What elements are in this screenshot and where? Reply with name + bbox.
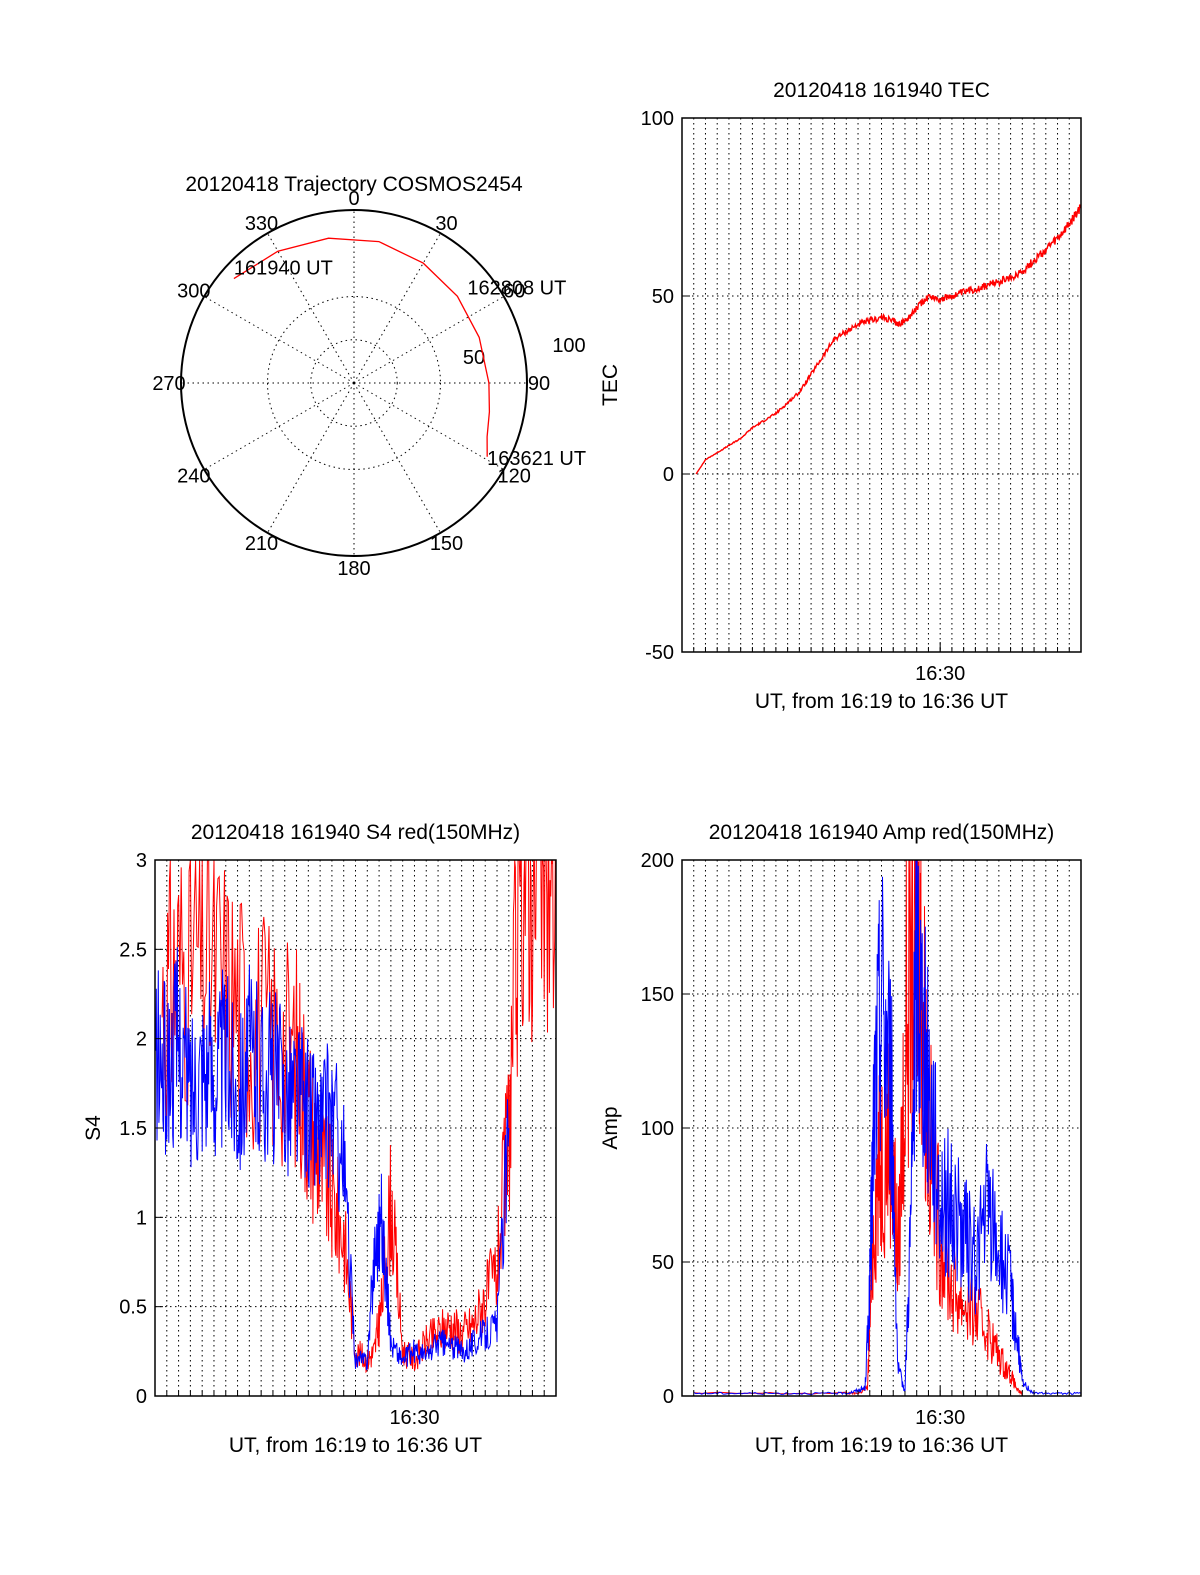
polar-spoke — [267, 232, 355, 384]
polar-spoke — [353, 382, 441, 534]
azimuth-label: 0 — [348, 188, 359, 210]
y-tick-label: 50 — [652, 1252, 674, 1274]
azimuth-label: 150 — [430, 533, 463, 555]
azimuth-label: 30 — [435, 213, 457, 235]
panel-title: 20120418 161940 S4 red(150MHz) — [191, 821, 520, 844]
panel-title: 20120418 161940 TEC — [773, 79, 990, 102]
y-tick-label: 0 — [663, 464, 674, 486]
y-tick-label: 0 — [663, 1386, 674, 1408]
azimuth-label: 120 — [498, 466, 531, 488]
y-tick-label: 2.5 — [119, 939, 147, 961]
radial-label: 50 — [463, 347, 485, 369]
polar-ring — [310, 339, 398, 427]
y-tick-label: -50 — [645, 642, 674, 664]
series-line — [154, 947, 510, 1371]
y-tick-label: 100 — [641, 108, 674, 130]
amp-panel: 0 50 100 150 200 16:30 20120418 161940 Amp red… — [599, 821, 1082, 1457]
s4-panel: 0 0.5 1 1.5 2 2.5 3 16:30 20120418 161940 S4 red… — [82, 821, 557, 1457]
azimuth-label: 270 — [152, 373, 185, 395]
azimuth-label: 60 — [503, 281, 525, 303]
azimuth-label: 240 — [177, 466, 210, 488]
x-axis-label: UT, from 16:19 to 16:36 UT — [229, 1434, 482, 1457]
y-tick-label: 0 — [136, 1386, 147, 1408]
trajectory-title: 20120418 Trajectory COSMOS2454 — [185, 173, 523, 196]
y-axis-label: Amp — [599, 1106, 622, 1149]
polar-spoke — [267, 382, 355, 534]
x-axis-label: UT, from 16:19 to 16:36 UT — [755, 1434, 1008, 1457]
y-tick-label: 50 — [652, 286, 674, 308]
x-axis-label: UT, from 16:19 to 16:36 UT — [755, 690, 1008, 713]
y-tick-label: 0.5 — [119, 1297, 147, 1319]
y-tick-label: 2 — [136, 1029, 147, 1051]
tec-panel: -50 0 50 100 16:30 20120418 161940 TEC UT, fro… — [599, 79, 1082, 713]
polar-spoke — [353, 382, 505, 470]
polar-spoke — [353, 232, 441, 384]
trajectory-time-label: 163621 UT — [487, 448, 586, 470]
polar-spoke — [203, 382, 355, 470]
azimuth-label: 90 — [528, 373, 550, 395]
trajectory-line — [233, 237, 491, 457]
azimuth-label: 330 — [245, 213, 278, 235]
azimuth-label: 210 — [245, 533, 278, 555]
x-tick-label: 16:30 — [389, 1407, 439, 1429]
y-tick-label: 1 — [136, 1207, 147, 1229]
y-axis-label: S4 — [82, 1115, 105, 1141]
polar-outer-ring — [180, 209, 528, 557]
series-line — [695, 204, 1082, 475]
y-tick-label: 1.5 — [119, 1118, 147, 1140]
radial-label: 100 — [552, 335, 585, 357]
trajectory-time-label: 161940 UT — [234, 258, 333, 280]
trajectory-time-label: 162808 UT — [467, 277, 566, 299]
y-tick-label: 3 — [136, 850, 147, 872]
azimuth-label: 300 — [177, 281, 210, 303]
x-tick-label: 16:30 — [915, 663, 965, 685]
y-axis-label: TEC — [599, 364, 622, 406]
panel-title: 20120418 161940 Amp red(150MHz) — [709, 821, 1055, 844]
y-tick-label: 100 — [641, 1118, 674, 1140]
polar-spoke — [353, 296, 505, 384]
y-tick-label: 200 — [641, 850, 674, 872]
y-tick-label: 150 — [641, 984, 674, 1006]
azimuth-label: 180 — [337, 558, 370, 580]
polar-spoke — [203, 296, 355, 384]
x-tick-label: 16:30 — [915, 1407, 965, 1429]
